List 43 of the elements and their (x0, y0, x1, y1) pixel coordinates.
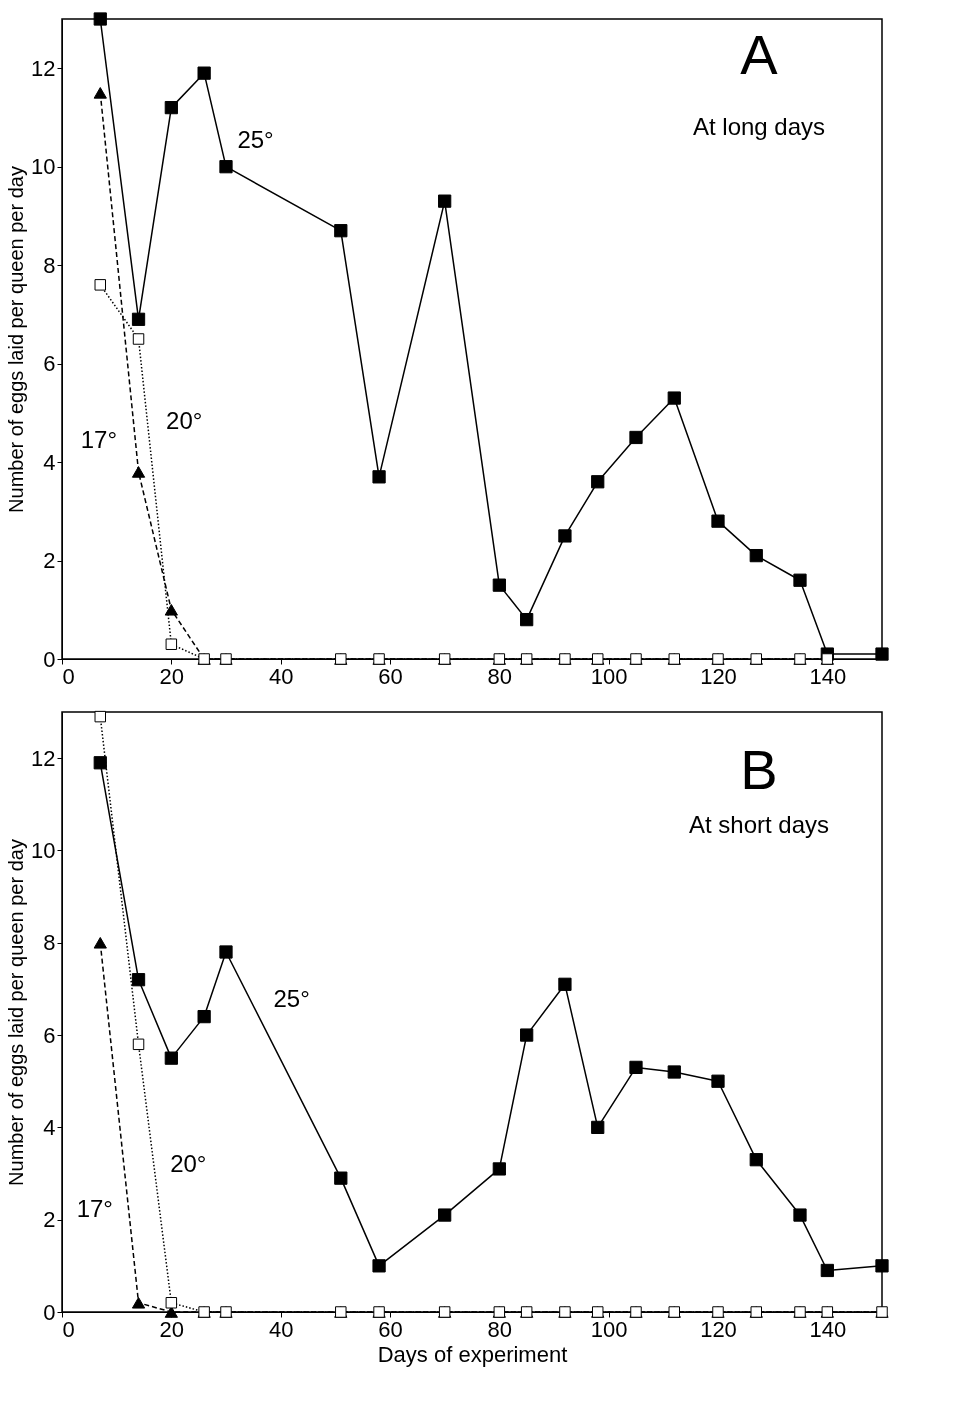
y-tick-label: 12 (31, 745, 56, 771)
x-tick-label: 80 (487, 1316, 513, 1342)
x-tick-label: 40 (268, 663, 294, 689)
y-tick-label: 4 (43, 449, 56, 475)
series-label: 25° (237, 125, 274, 153)
y-tick-label: 2 (43, 1207, 56, 1233)
y-tick-label: 0 (43, 1299, 56, 1325)
y-tick-label: 10 (31, 837, 56, 863)
series-label: 17° (76, 1195, 113, 1222)
series-label: 25° (273, 985, 310, 1012)
y-tick-label: 12 (31, 55, 56, 81)
y-tick-label: 0 (43, 646, 56, 672)
annotation: B (740, 738, 778, 801)
series-label: 20° (166, 407, 203, 435)
x-tick-label: 0 (62, 1316, 75, 1342)
y-tick-label: 6 (43, 351, 56, 377)
y-tick-label: 10 (31, 154, 56, 180)
x-tick-label: 60 (378, 663, 403, 689)
y-tick-label: 8 (43, 930, 56, 956)
annotation: A (740, 23, 779, 87)
x-tick-label: 20 (159, 1316, 185, 1342)
y-tick-label: 8 (43, 252, 56, 278)
y-tick-label: 4 (43, 1114, 56, 1140)
x-tick-label: 80 (487, 663, 513, 689)
x-tick-label: 100 (590, 663, 628, 689)
series-label: 20° (170, 1150, 207, 1177)
x-tick-label: 100 (590, 1316, 628, 1342)
y-axis-title: Number of eggs laid per queen per day (5, 166, 28, 513)
x-tick-label: 60 (378, 1316, 403, 1342)
x-tick-label: 140 (809, 663, 847, 689)
y-tick-label: 2 (43, 548, 56, 574)
y-axis-title: Number of eggs laid per queen per day (5, 839, 28, 1186)
x-tick-label: 40 (268, 1316, 294, 1342)
y-tick-label: 6 (43, 1022, 56, 1048)
annotation: At short days (688, 811, 830, 838)
x-tick-label: 0 (62, 663, 75, 689)
x-tick-label: 20 (159, 663, 185, 689)
annotation: At long days (692, 112, 826, 140)
series-label: 17° (80, 426, 118, 454)
x-tick-label: 120 (700, 663, 737, 689)
x-tick-label: 140 (809, 1316, 847, 1342)
x-tick-label: 120 (700, 1316, 737, 1342)
x-axis-title: Days of experiment (377, 1341, 568, 1367)
